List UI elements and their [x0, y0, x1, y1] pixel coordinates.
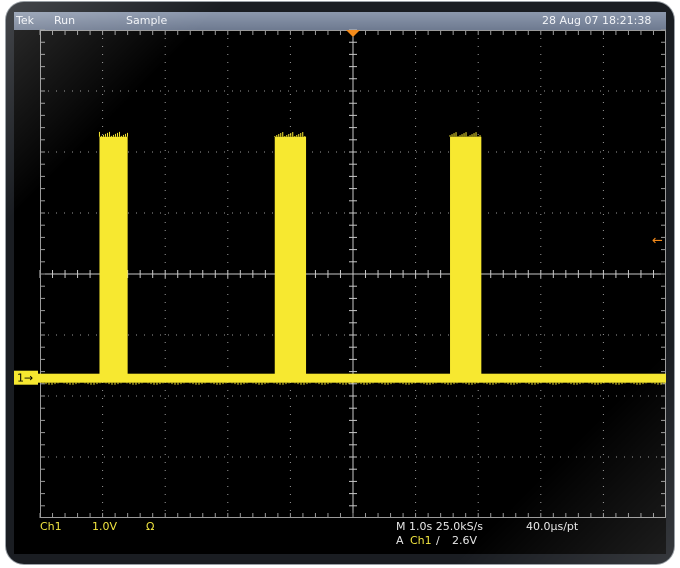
trigger-prefix: A: [396, 534, 404, 547]
waveform-pulse: [99, 136, 128, 378]
acquisition-mode: Sample: [126, 14, 168, 27]
channel-1-marker[interactable]: 1→: [14, 370, 38, 385]
trigger-position-marker: [346, 30, 360, 37]
graticule: 1→ ←: [14, 29, 666, 519]
brand-label: Tek: [16, 14, 34, 27]
waveform-pulse-noise: [449, 132, 481, 137]
channel-1-marker-label: 1→: [17, 372, 33, 385]
channel-label: Ch1: [40, 520, 62, 533]
waveform-pulse-noise: [274, 132, 306, 137]
timebase-readout: M 1.0s 25.0kS/s: [396, 520, 483, 533]
trigger-source: Ch1: [410, 534, 432, 547]
waveform-pulse: [450, 136, 482, 378]
oscilloscope-bezel: Tek Run Sample 28 Aug 07 18:21:38 1→ ← Ch…: [6, 2, 674, 564]
status-bottom-bar: Ch1 1.0V Ω M 1.0s 25.0kS/s 40.0μs/pt A C…: [14, 518, 666, 554]
trigger-level-marker: ←: [652, 233, 663, 248]
date-time: 28 Aug 07 18:21:38: [542, 14, 652, 27]
waveform-baseline: [14, 373, 666, 383]
status-top-bar: Tek Run Sample 28 Aug 07 18:21:38: [14, 12, 666, 30]
waveform-pulse-noise: [98, 131, 128, 137]
vertical-scale: 1.0V: [92, 520, 118, 533]
ohm-icon: Ω: [146, 520, 155, 533]
trigger-slope-icon: ∕: [436, 534, 440, 547]
run-status: Run: [54, 14, 76, 27]
waveform-pulse: [274, 136, 307, 378]
record-length: 40.0μs/pt: [526, 520, 579, 533]
trigger-level: 2.6V: [452, 534, 478, 547]
oscilloscope-screen: Tek Run Sample 28 Aug 07 18:21:38 1→ ← Ch…: [14, 12, 666, 554]
waveform-noise: [42, 382, 665, 385]
